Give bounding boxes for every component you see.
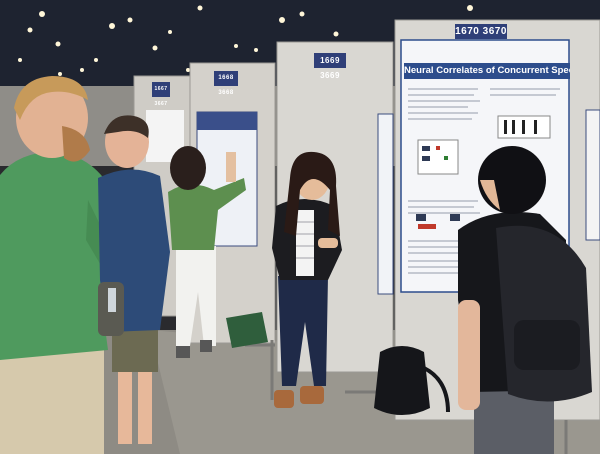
green-backpack: [226, 312, 268, 348]
board-number-1668: 1668 3668: [214, 71, 238, 96]
board-number-1670: 1670 3670: [455, 24, 507, 39]
board-number-1669: 1669 3669: [314, 53, 346, 80]
presenter-woman: [272, 151, 342, 408]
board-number-1667: 1667 3667: [152, 82, 170, 107]
person-with-backpack: [458, 146, 592, 454]
black-backpack-floor: [374, 346, 430, 415]
poster-title: Neural Correlates of Concurrent Speech P…: [404, 63, 570, 79]
person-patterned-top: [168, 146, 246, 358]
person-navy-hoodie: [98, 115, 170, 444]
poster-figures: [416, 115, 551, 229]
person-green-shirt: [0, 76, 122, 454]
